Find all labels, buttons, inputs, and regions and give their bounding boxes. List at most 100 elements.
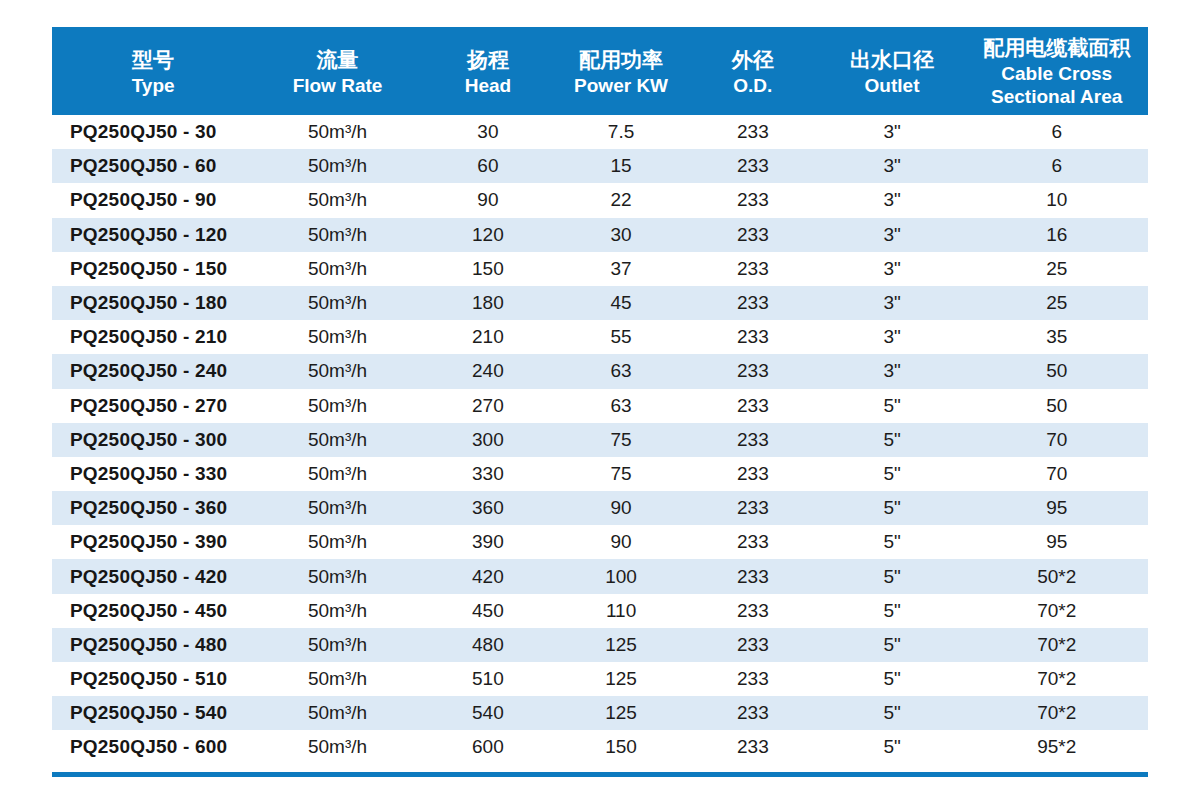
- cell-od: 233: [687, 463, 819, 485]
- cell-head: 450: [421, 600, 555, 622]
- cell-type: PQ250QJ50 - 420: [52, 566, 254, 588]
- column-header-en: Flow Rate: [293, 74, 383, 97]
- cell-cable: 70: [965, 429, 1147, 451]
- cell-od: 233: [687, 531, 819, 553]
- cell-type: PQ250QJ50 - 330: [52, 463, 254, 485]
- cell-od: 233: [687, 668, 819, 690]
- table-row: PQ250QJ50 - 24050m³/h240632333"50: [52, 354, 1148, 388]
- column-header-flow-rate: 流量Flow Rate: [254, 27, 421, 115]
- cell-od: 233: [687, 702, 819, 724]
- cell-power-kw: 75: [555, 463, 687, 485]
- cell-outlet: 5": [819, 702, 966, 724]
- cell-power-kw: 150: [555, 736, 687, 758]
- cell-flow-rate: 50m³/h: [254, 326, 421, 348]
- column-header-en: Cable Cross: [1001, 62, 1112, 85]
- cell-od: 233: [687, 292, 819, 314]
- cell-outlet: 3": [819, 292, 966, 314]
- cell-power-kw: 75: [555, 429, 687, 451]
- column-header-zh: 配用功率: [579, 46, 663, 74]
- page: 型号Type流量Flow Rate扬程Head配用功率Power KW外径O.D…: [0, 0, 1200, 802]
- cell-head: 360: [421, 497, 555, 519]
- table-row: PQ250QJ50 - 48050m³/h4801252335"70*2: [52, 628, 1148, 662]
- column-header-od: 外径O.D.: [687, 27, 819, 115]
- cell-type: PQ250QJ50 - 120: [52, 224, 254, 246]
- cell-power-kw: 37: [555, 258, 687, 280]
- table-row: PQ250QJ50 - 6050m³/h60152333"6: [52, 149, 1148, 183]
- cell-cable: 50: [965, 395, 1147, 417]
- table-row: PQ250QJ50 - 51050m³/h5101252335"70*2: [52, 662, 1148, 696]
- cell-cable: 95*2: [965, 736, 1147, 758]
- cell-od: 233: [687, 736, 819, 758]
- cell-outlet: 5": [819, 634, 966, 656]
- cell-outlet: 5": [819, 566, 966, 588]
- cell-outlet: 5": [819, 531, 966, 553]
- cell-type: PQ250QJ50 - 240: [52, 360, 254, 382]
- column-header-en: Sectional Area: [991, 85, 1122, 108]
- cell-cable: 95: [965, 531, 1147, 553]
- cell-flow-rate: 50m³/h: [254, 258, 421, 280]
- cell-head: 150: [421, 258, 555, 280]
- cell-type: PQ250QJ50 - 600: [52, 736, 254, 758]
- cell-od: 233: [687, 224, 819, 246]
- cell-head: 60: [421, 155, 555, 177]
- cell-cable: 70*2: [965, 600, 1147, 622]
- cell-type: PQ250QJ50 - 300: [52, 429, 254, 451]
- cell-od: 233: [687, 566, 819, 588]
- column-header-en: Power KW: [574, 74, 668, 97]
- column-header-cable: 配用电缆截面积Cable CrossSectional Area: [965, 27, 1147, 115]
- cell-type: PQ250QJ50 - 450: [52, 600, 254, 622]
- cell-head: 420: [421, 566, 555, 588]
- cell-head: 120: [421, 224, 555, 246]
- cell-outlet: 3": [819, 155, 966, 177]
- cell-flow-rate: 50m³/h: [254, 189, 421, 211]
- cell-cable: 70*2: [965, 702, 1147, 724]
- cell-flow-rate: 50m³/h: [254, 395, 421, 417]
- table-body: PQ250QJ50 - 3050m³/h307.52333"6PQ250QJ50…: [52, 115, 1148, 765]
- cell-flow-rate: 50m³/h: [254, 463, 421, 485]
- cell-outlet: 3": [819, 258, 966, 280]
- cell-cable: 95: [965, 497, 1147, 519]
- cell-cable: 70*2: [965, 668, 1147, 690]
- cell-power-kw: 90: [555, 531, 687, 553]
- cell-od: 233: [687, 326, 819, 348]
- table-row: PQ250QJ50 - 9050m³/h90222333"10: [52, 183, 1148, 217]
- cell-outlet: 5": [819, 429, 966, 451]
- table-row: PQ250QJ50 - 21050m³/h210552333"35: [52, 320, 1148, 354]
- cell-cable: 50: [965, 360, 1147, 382]
- cell-power-kw: 55: [555, 326, 687, 348]
- cell-cable: 70*2: [965, 634, 1147, 656]
- cell-power-kw: 22: [555, 189, 687, 211]
- cell-head: 30: [421, 121, 555, 143]
- table-row: PQ250QJ50 - 18050m³/h180452333"25: [52, 286, 1148, 320]
- column-header-outlet: 出水口径Outlet: [819, 27, 966, 115]
- cell-cable: 50*2: [965, 566, 1147, 588]
- table-row: PQ250QJ50 - 45050m³/h4501102335"70*2: [52, 594, 1148, 628]
- cell-power-kw: 30: [555, 224, 687, 246]
- column-header-power-kw: 配用功率Power KW: [555, 27, 687, 115]
- cell-power-kw: 63: [555, 360, 687, 382]
- cell-cable: 10: [965, 189, 1147, 211]
- cell-od: 233: [687, 497, 819, 519]
- cell-cable: 35: [965, 326, 1147, 348]
- cell-type: PQ250QJ50 - 180: [52, 292, 254, 314]
- cell-flow-rate: 50m³/h: [254, 600, 421, 622]
- cell-outlet: 3": [819, 326, 966, 348]
- cell-flow-rate: 50m³/h: [254, 668, 421, 690]
- cell-cable: 16: [965, 224, 1147, 246]
- cell-power-kw: 7.5: [555, 121, 687, 143]
- column-header-en: O.D.: [733, 74, 772, 97]
- table-row: PQ250QJ50 - 30050m³/h300752335"70: [52, 423, 1148, 457]
- cell-flow-rate: 50m³/h: [254, 497, 421, 519]
- cell-head: 180: [421, 292, 555, 314]
- cell-type: PQ250QJ50 - 480: [52, 634, 254, 656]
- cell-od: 233: [687, 395, 819, 417]
- cell-od: 233: [687, 634, 819, 656]
- cell-type: PQ250QJ50 - 150: [52, 258, 254, 280]
- table-row: PQ250QJ50 - 33050m³/h330752335"70: [52, 457, 1148, 491]
- column-header-en: Head: [465, 74, 511, 97]
- cell-head: 240: [421, 360, 555, 382]
- cell-type: PQ250QJ50 - 390: [52, 531, 254, 553]
- cell-flow-rate: 50m³/h: [254, 634, 421, 656]
- cell-power-kw: 90: [555, 497, 687, 519]
- column-header-zh: 扬程: [467, 46, 509, 74]
